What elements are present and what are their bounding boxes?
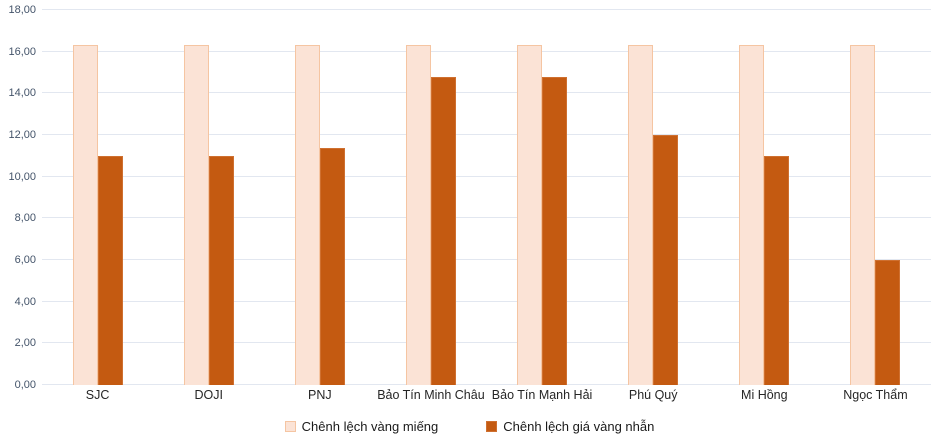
bar-group (709, 10, 820, 385)
bar-group (487, 10, 598, 385)
bar (875, 260, 901, 385)
gridline (42, 217, 931, 219)
gridline (42, 300, 931, 302)
gridline (42, 175, 931, 177)
legend-label: Chênh lệch vàng miếng (301, 418, 439, 434)
y-tick-label: 2,00 (14, 337, 36, 350)
bar-group (598, 10, 709, 385)
y-tick-label: 0,00 (14, 379, 36, 391)
bar-group (264, 10, 375, 385)
legend-swatch-icon (284, 420, 296, 432)
bar (850, 45, 876, 385)
x-axis-label: Bảo Tín Minh Châu (377, 388, 485, 402)
gridline (42, 50, 931, 52)
bar (319, 147, 345, 385)
gridlines (42, 9, 931, 385)
bar (183, 45, 209, 385)
x-axis-label: Bảo Tín Mạnh Hải (491, 388, 593, 402)
bar-group (820, 10, 931, 385)
x-axis-label: DOJI (194, 388, 223, 402)
bar (628, 45, 654, 385)
gridline (42, 9, 931, 10)
y-tick-label: 18,00 (8, 4, 36, 16)
plot-area (42, 9, 931, 385)
bar-group (153, 10, 264, 385)
gridline (42, 384, 931, 385)
bar (517, 45, 543, 385)
x-axis-label: Mi Hồng (741, 388, 788, 402)
gridline (42, 342, 931, 344)
legend-item: Chênh lệch vàng miếng (284, 418, 439, 434)
gridline (42, 92, 931, 94)
x-axis-label: PNJ (308, 388, 332, 402)
legend: Chênh lệch vàng miếng Chênh lệch giá vàng… (0, 416, 939, 436)
legend-item: Chênh lệch giá vàng nhẫn (486, 419, 654, 434)
y-tick-label: 4,00 (14, 295, 36, 308)
y-tick-label: 8,00 (14, 212, 36, 225)
y-tick-label: 16,00 (8, 45, 36, 58)
bar (208, 155, 234, 385)
bar (97, 155, 123, 385)
x-axis-label: Ngọc Thẩm (843, 388, 908, 402)
bar (542, 76, 568, 385)
gridline (42, 134, 931, 135)
y-tick-label: 14,00 (8, 87, 36, 100)
legend-label: Chênh lệch giá vàng nhẫn (503, 418, 655, 434)
bar-group (375, 10, 486, 385)
y-tick-label: 10,00 (8, 170, 36, 183)
x-axis-label: SJC (85, 388, 110, 402)
bar (739, 45, 765, 385)
bar (764, 155, 790, 385)
bar (294, 45, 320, 385)
bar (72, 45, 98, 385)
legend-swatch-icon (486, 420, 498, 432)
bar (653, 135, 679, 385)
x-axis-labels: SJC DOJI PNJ Bảo Tín Minh Châu Bảo Tín Mạnh … (42, 388, 931, 406)
gridline (42, 259, 931, 260)
y-axis: 0,00 2,00 4,00 6,00 8,00 10,00 12,00 14,00 16,00… (0, 4, 36, 391)
y-tick-label: 6,00 (14, 254, 36, 266)
y-tick-label: 12,00 (8, 129, 36, 141)
bar (405, 45, 431, 385)
bar-groups (42, 10, 931, 385)
bar (430, 76, 456, 385)
bar-group (42, 10, 153, 385)
x-axis-label: Phú Quý (628, 388, 678, 402)
